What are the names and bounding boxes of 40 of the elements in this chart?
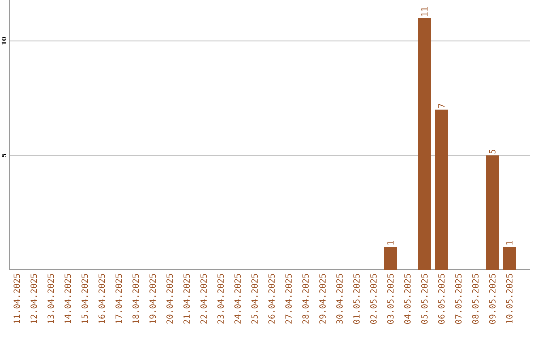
bar <box>384 247 398 270</box>
x-tick-label: 21.04.2025 <box>184 274 190 324</box>
x-tick-label: 27.04.2025 <box>286 274 292 324</box>
x-tick-label: 09.05.2025 <box>489 274 496 324</box>
x-tick-label: 24.04.2025 <box>234 274 242 324</box>
x-tick-label: 13.04.2025 <box>48 274 54 324</box>
x-tick-label: 30.04.2025 <box>336 274 343 324</box>
x-tick-label: 03.05.2025 <box>388 274 394 324</box>
bar <box>486 156 500 270</box>
x-tick-label: 12.04.2025 <box>30 274 38 324</box>
x-tick-label: 22.04.2025 <box>200 274 208 324</box>
x-tick-label: 15.04.2025 <box>82 274 88 324</box>
x-tick-label: 16.04.2025 <box>98 274 106 324</box>
data-label: 7 <box>438 104 445 108</box>
bar <box>418 18 432 270</box>
x-tick-label: 29.04.2025 <box>320 274 326 324</box>
x-tick-label: 23.04.2025 <box>218 274 224 324</box>
x-tick-label: 25.04.2025 <box>252 274 258 324</box>
data-label: 1 <box>388 241 394 245</box>
data-label: 1 <box>506 241 513 245</box>
x-tick-label: 08.05.2025 <box>472 274 479 324</box>
x-tick-label: 01.05.2025 <box>354 274 360 324</box>
bar <box>435 110 448 270</box>
x-tick-label: 04.05.2025 <box>404 274 411 324</box>
x-tick-label: 07.05.2025 <box>455 274 462 324</box>
data-label: 5 <box>489 150 496 154</box>
data-label: 11 <box>422 7 428 16</box>
x-tick-label: 10.05.2025 <box>506 274 513 324</box>
x-tick-label: 02.05.2025 <box>370 274 377 324</box>
x-tick-label: 18.04.2025 <box>132 274 140 324</box>
x-tick-label: 19.04.2025 <box>150 274 156 324</box>
x-tick-label: 06.05.2025 <box>438 274 445 324</box>
bar <box>503 247 516 270</box>
x-tick-label: 14.04.2025 <box>64 274 72 324</box>
x-tick-label: 20.04.2025 <box>166 274 174 324</box>
x-tick-label: 17.04.2025 <box>116 274 122 324</box>
x-tick-label: 26.04.2025 <box>268 274 275 324</box>
x-tick-label: 11.04.2025 <box>14 274 20 324</box>
x-tick-label: 05.05.2025 <box>421 274 428 324</box>
x-tick-label: 28.04.2025 <box>302 274 309 324</box>
